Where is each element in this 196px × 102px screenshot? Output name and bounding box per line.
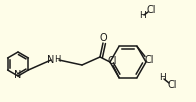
Text: Cl: Cl: [146, 5, 156, 15]
Text: H: H: [54, 54, 60, 64]
Text: O: O: [99, 33, 107, 43]
Text: N: N: [14, 70, 22, 80]
Text: Cl: Cl: [144, 55, 154, 65]
Text: H: H: [160, 74, 166, 83]
Text: Cl: Cl: [107, 56, 117, 66]
Text: Cl: Cl: [167, 80, 177, 90]
Text: H: H: [140, 12, 146, 21]
Text: N: N: [47, 55, 54, 65]
